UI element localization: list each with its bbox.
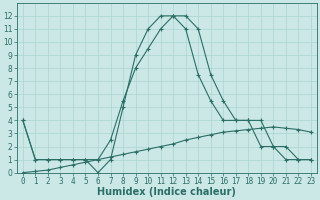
X-axis label: Humidex (Indice chaleur): Humidex (Indice chaleur) bbox=[98, 187, 236, 197]
